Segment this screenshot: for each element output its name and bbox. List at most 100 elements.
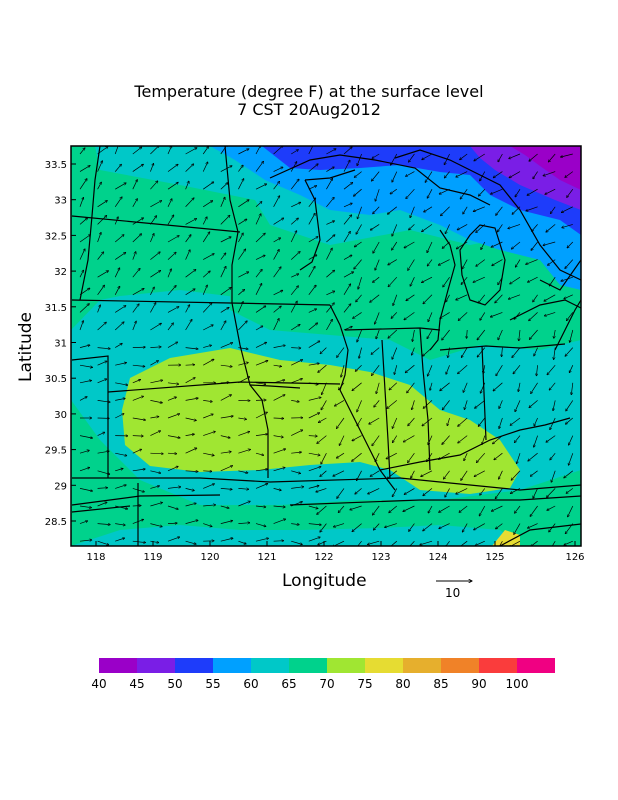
wind-arrow	[97, 348, 111, 349]
wind-arrow	[495, 523, 503, 529]
wind-arrow	[132, 147, 142, 155]
colorbar-label: 50	[167, 677, 182, 691]
colorbar-swatch	[289, 658, 327, 673]
colorbar-swatch	[327, 658, 365, 673]
wind-arrow	[167, 466, 178, 472]
wind-arrow	[291, 202, 301, 208]
wind-arrow	[562, 224, 573, 227]
wind-arrow	[409, 224, 415, 230]
wind-arrow	[526, 259, 538, 265]
wind-arrow	[549, 382, 556, 390]
wind-arrow	[202, 232, 210, 243]
wind-arrow	[405, 364, 415, 373]
colorbar-swatch	[213, 658, 251, 673]
wind-arrow	[514, 312, 521, 319]
wind-arrow	[534, 347, 538, 357]
wind-arrow	[318, 364, 327, 372]
wind-arrow	[308, 452, 320, 455]
wind-arrow	[150, 502, 162, 507]
wind-arrow	[533, 294, 538, 302]
wind-arrow	[409, 523, 415, 532]
wind-arrow	[443, 276, 450, 287]
wind-arrow	[508, 224, 521, 228]
wind-arrow	[316, 488, 327, 492]
wind-arrow	[185, 347, 199, 349]
wind-arrow	[185, 289, 196, 296]
wind-arrow	[167, 323, 174, 331]
wind-arrow	[273, 249, 280, 260]
wind-arrow	[97, 451, 110, 454]
wind-arrow	[185, 198, 195, 208]
wind-arrow	[498, 277, 503, 285]
wind-arrow	[203, 505, 216, 506]
wind-arrow	[238, 377, 249, 384]
wind-arrow	[132, 218, 144, 225]
wind-arrow	[79, 197, 84, 207]
wind-arrow	[343, 215, 352, 225]
wind-arrow	[493, 171, 503, 178]
wind-arrow	[115, 485, 126, 489]
wind-arrow	[273, 435, 284, 438]
wind-arrow	[509, 153, 521, 159]
wind-arrow	[336, 452, 345, 458]
wind-arrow	[526, 206, 538, 211]
wind-arrow	[185, 319, 192, 331]
wind-arrow	[291, 540, 302, 544]
wind-arrow	[318, 540, 327, 545]
wind-arrow	[442, 435, 450, 445]
wind-arrow	[515, 259, 521, 268]
wind-arrow	[238, 165, 243, 172]
wind-arrow	[352, 452, 362, 461]
wind-arrow	[308, 413, 320, 419]
wind-arrow	[79, 321, 83, 331]
wind-arrow	[343, 231, 350, 243]
wind-arrow	[308, 341, 320, 348]
wind-arrow	[370, 294, 380, 303]
wind-arrow	[150, 163, 153, 172]
wind-arrow	[308, 309, 317, 313]
wind-arrow	[474, 523, 485, 530]
wind-arrow	[464, 453, 468, 461]
wind-arrow	[421, 276, 433, 282]
wind-arrow	[494, 452, 503, 460]
wind-arrow	[326, 291, 335, 296]
wind-arrow	[408, 259, 415, 271]
wind-arrow	[308, 382, 318, 385]
colorbar-label: 45	[129, 677, 144, 691]
wind-arrow	[343, 255, 352, 260]
wind-arrow	[150, 181, 158, 190]
wind-arrow	[384, 523, 397, 528]
wind-arrow	[97, 361, 107, 366]
wind-arrow	[333, 523, 345, 527]
wind-arrow	[203, 325, 213, 331]
wind-arrow	[478, 417, 486, 427]
wind-arrow	[220, 364, 233, 367]
wind-arrow	[167, 164, 178, 172]
wind-arrow	[424, 206, 433, 212]
wind-arrow	[353, 188, 362, 196]
wind-arrow	[376, 382, 380, 394]
wind-arrow	[430, 382, 433, 391]
wind-arrow	[273, 345, 286, 348]
wind-arrow	[571, 382, 574, 395]
wind-arrow	[410, 277, 415, 286]
wind-arrow	[406, 294, 415, 301]
wind-arrow	[372, 276, 380, 282]
wind-arrow	[404, 312, 415, 320]
wind-arrow	[326, 270, 334, 278]
wind-arrow	[220, 237, 231, 243]
wind-arrow	[273, 267, 282, 278]
wind-vectors	[79, 146, 574, 546]
wind-arrow	[389, 505, 398, 513]
wind-arrow	[79, 345, 90, 348]
wind-arrow	[150, 470, 161, 473]
wind-arrow	[448, 347, 450, 358]
wind-arrow	[422, 417, 433, 426]
wind-arrow	[202, 146, 209, 155]
y-tick-label: 30.5	[45, 374, 67, 385]
wind-arrow	[356, 224, 362, 234]
wind-arrow	[320, 523, 327, 533]
wind-arrow	[167, 285, 176, 296]
wind-arrow	[480, 312, 486, 320]
wind-arrow	[202, 271, 210, 278]
